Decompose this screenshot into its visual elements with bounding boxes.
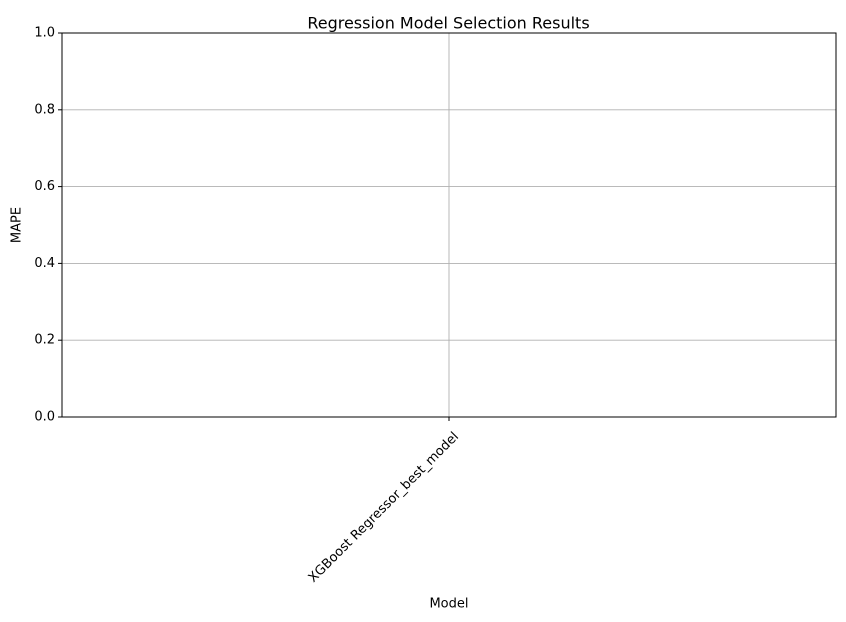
y-tick-label: 0.2 xyxy=(34,333,55,348)
y-axis-label: MAPE xyxy=(10,207,25,243)
y-tick-label: 1.0 xyxy=(34,26,55,41)
chart-title: Regression Model Selection Results xyxy=(307,14,589,33)
y-axis: 0.0 0.2 0.4 0.6 0.8 1.0 xyxy=(34,26,62,425)
y-tick-label: 0.8 xyxy=(34,102,55,117)
y-tick-label: 0.0 xyxy=(34,410,55,425)
x-axis-label: Model xyxy=(429,597,468,612)
y-tick-label: 0.4 xyxy=(34,256,55,271)
y-tick-label: 0.6 xyxy=(34,179,55,194)
plot-area xyxy=(61,32,837,418)
